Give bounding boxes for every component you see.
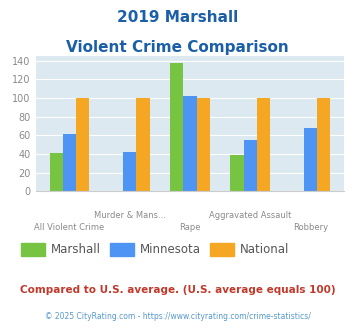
Bar <box>123 152 136 191</box>
Bar <box>230 155 244 191</box>
Bar <box>304 128 317 191</box>
Bar <box>317 98 330 191</box>
Bar <box>197 98 210 191</box>
Text: Violent Crime Comparison: Violent Crime Comparison <box>66 40 289 54</box>
Text: All Violent Crime: All Violent Crime <box>34 223 104 232</box>
Bar <box>244 140 257 191</box>
Text: Rape: Rape <box>179 223 201 232</box>
Bar <box>136 98 149 191</box>
Bar <box>63 134 76 191</box>
Bar <box>257 98 270 191</box>
Bar <box>183 96 197 191</box>
Bar <box>170 63 183 191</box>
Bar <box>76 98 89 191</box>
Text: Robbery: Robbery <box>293 223 328 232</box>
Bar <box>50 153 63 191</box>
Text: Compared to U.S. average. (U.S. average equals 100): Compared to U.S. average. (U.S. average … <box>20 285 335 295</box>
Legend: Marshall, Minnesota, National: Marshall, Minnesota, National <box>17 238 294 261</box>
Text: © 2025 CityRating.com - https://www.cityrating.com/crime-statistics/: © 2025 CityRating.com - https://www.city… <box>45 312 310 321</box>
Text: Aggravated Assault: Aggravated Assault <box>209 211 291 220</box>
Text: 2019 Marshall: 2019 Marshall <box>117 10 238 25</box>
Text: Murder & Mans...: Murder & Mans... <box>94 211 166 220</box>
